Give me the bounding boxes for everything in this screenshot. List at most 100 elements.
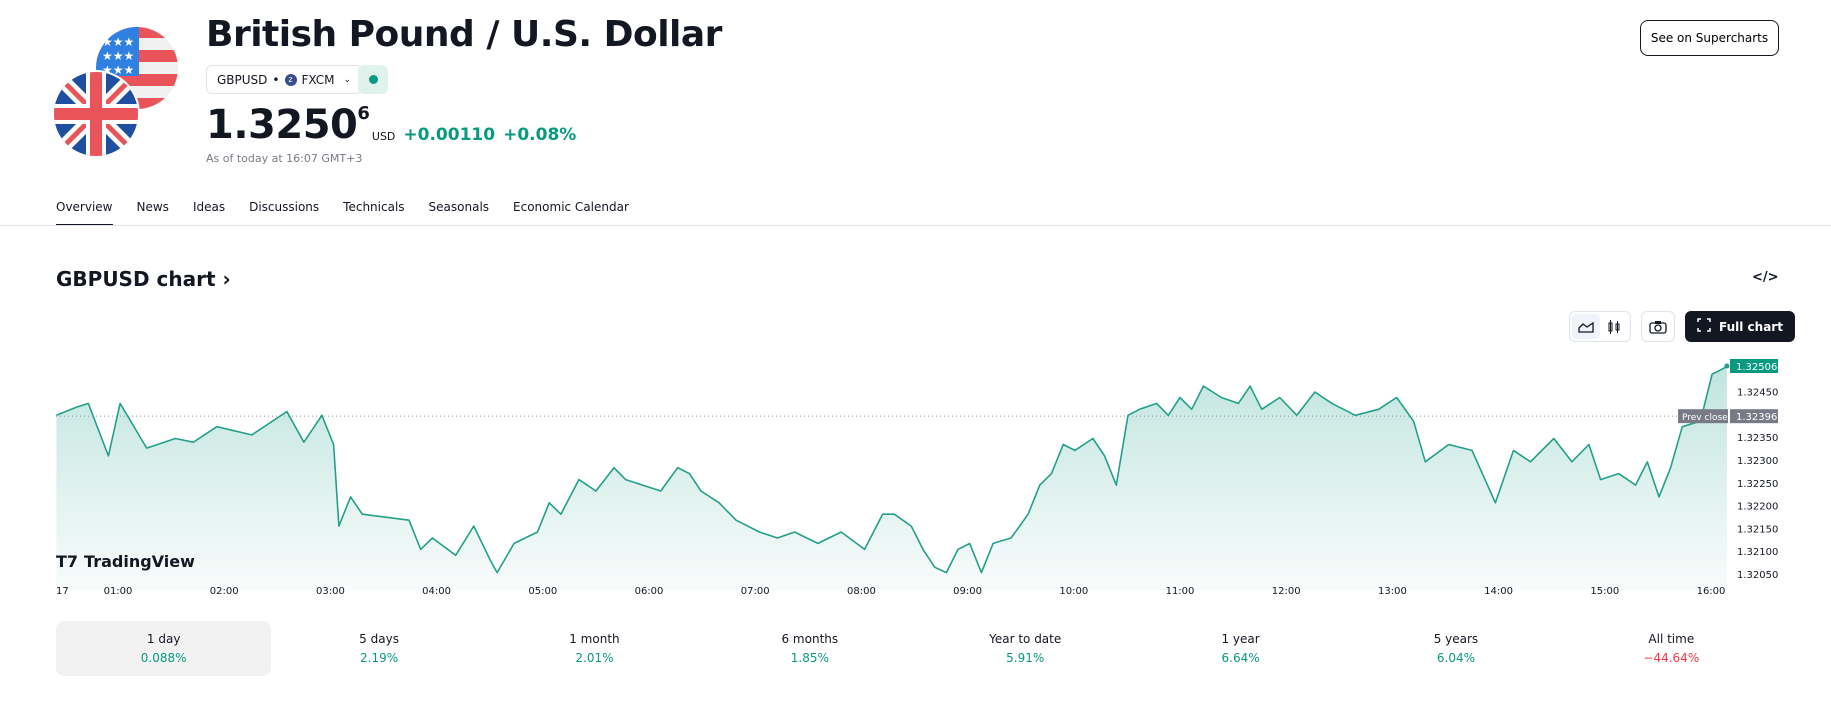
x-tick-label: 15:00	[1590, 586, 1619, 597]
price-block: 1.3250 6 USD +0.00110 +0.08%	[206, 103, 576, 147]
range-1-day[interactable]: 1 day 0.088%	[56, 621, 272, 676]
range-value: −44.64%	[1643, 651, 1700, 665]
snapshot-group	[1641, 311, 1675, 342]
range-5-days[interactable]: 5 days 2.19%	[271, 621, 486, 676]
tab-seasonals[interactable]: Seasonals	[428, 200, 490, 214]
x-tick-day: 17	[56, 586, 69, 597]
chevron-right-icon: ›	[215, 267, 231, 291]
x-tick-label: 10:00	[1059, 586, 1088, 597]
last-price-dot	[1724, 363, 1730, 369]
range-label: 6 months	[781, 632, 839, 646]
performance-ranges: 1 day 0.088% 5 days 2.19% 1 month 2.01% 6 mont…	[56, 621, 1779, 676]
x-tick-label: 12:00	[1272, 586, 1301, 597]
tab-technicals[interactable]: Technicals	[343, 200, 405, 214]
as-of-timestamp: As of today at 16:07 GMT+3	[206, 152, 363, 165]
full-chart-button[interactable]: Full chart	[1685, 311, 1795, 342]
x-tick-label: 11:00	[1166, 586, 1195, 597]
range-label: 1 year	[1221, 632, 1260, 646]
page-title: British Pound / U.S. Dollar	[206, 14, 722, 55]
chart-title: GBPUSD chart	[56, 267, 216, 291]
range-value: 5.91%	[1006, 651, 1045, 665]
camera-icon[interactable]	[1644, 314, 1672, 339]
x-tick-label: 14:00	[1484, 586, 1513, 597]
range-value: 2.01%	[575, 651, 614, 665]
chart-title-link[interactable]: GBPUSD chart ›	[56, 267, 231, 291]
fullscreen-icon	[1697, 318, 1711, 335]
x-tick-label: 09:00	[953, 586, 982, 597]
tabs-divider	[0, 225, 1831, 226]
see-on-supercharts-button[interactable]: See on Supercharts	[1640, 20, 1779, 56]
x-tick-label: 02:00	[210, 586, 239, 597]
prev-close-badge	[1730, 409, 1778, 424]
section-tabs: Overview News Ideas Discussions Technica…	[56, 200, 629, 226]
price-line	[56, 365, 1728, 574]
x-tick-label: 03:00	[316, 586, 345, 597]
symbol-label: GBPUSD	[217, 72, 268, 87]
area-chart-icon[interactable]	[1572, 314, 1600, 339]
uk-flag-icon	[54, 72, 138, 156]
price-value: 1.3250	[206, 102, 358, 148]
last-price-label: 1.32506	[1736, 362, 1777, 373]
brand-label: TradingView	[84, 552, 195, 571]
range-5-years[interactable]: 5 years 6.04%	[1348, 621, 1563, 676]
price-change: +0.00110	[403, 125, 496, 145]
price-change-percent: +0.08%	[503, 125, 577, 145]
tab-news[interactable]: News	[136, 200, 169, 214]
price-chart[interactable]: 17 01:00 02:00 03:00 04:00 05:00 06:00 07:00 08:…	[0, 340, 1831, 610]
y-tick-label: 1.32250	[1737, 479, 1778, 490]
x-tick-label: 04:00	[422, 586, 451, 597]
range-value: 2.19%	[360, 651, 399, 665]
currency-flags: ★★★ ★★★ ★★★	[52, 26, 184, 158]
candles-chart-icon[interactable]	[1600, 314, 1628, 339]
range-year-to-date[interactable]: Year to date 5.91%	[918, 621, 1133, 676]
tradingview-logo-icon: 𝗧𝟳	[56, 552, 79, 571]
range-value: 1.85%	[790, 651, 829, 665]
range-label: All time	[1648, 632, 1695, 646]
y-tick-label: 1.32300	[1737, 456, 1778, 467]
x-tick-label: 01:00	[104, 586, 133, 597]
range-all-time[interactable]: All time −44.64%	[1564, 621, 1779, 676]
prev-close-tag	[1678, 409, 1728, 424]
range-1-year[interactable]: 1 year 6.64%	[1133, 621, 1348, 676]
y-tick-label: 1.32150	[1737, 524, 1778, 535]
full-chart-label: Full chart	[1719, 319, 1783, 334]
x-tick-label: 16:00	[1697, 586, 1726, 597]
range-value: 6.64%	[1221, 651, 1260, 665]
y-tick-label: 1.32050	[1737, 570, 1778, 581]
prev-close-value: 1.32396	[1736, 412, 1777, 423]
chart-type-group	[1569, 311, 1631, 342]
range-value: 6.04%	[1436, 651, 1475, 665]
price-currency: USD	[371, 130, 396, 143]
exchange-icon: z	[284, 73, 297, 86]
tab-ideas[interactable]: Ideas	[192, 200, 226, 214]
svg-text:★★★: ★★★	[102, 35, 134, 49]
tab-overview[interactable]: Overview	[56, 200, 113, 226]
x-tick-label: 05:00	[528, 586, 557, 597]
range-6-months[interactable]: 6 months 1.85%	[702, 621, 917, 676]
area-fill	[56, 366, 1727, 590]
last-price-badge	[1730, 359, 1778, 373]
x-tick-label: 08:00	[847, 586, 876, 597]
range-label: Year to date	[989, 632, 1062, 646]
range-label: 5 years	[1433, 632, 1479, 646]
range-label: 5 days	[359, 632, 399, 646]
y-tick-label: 1.32350	[1737, 433, 1778, 444]
separator-dot: •	[272, 72, 280, 87]
y-tick-label: 1.32450	[1737, 388, 1778, 399]
price-last-digit: 6	[357, 103, 370, 124]
tab-discussions[interactable]: Discussions	[249, 200, 320, 214]
tradingview-logo[interactable]: 𝗧𝟳 TradingView	[56, 552, 195, 571]
svg-text:★★★: ★★★	[102, 49, 134, 63]
chart-toolbar: Full chart	[1569, 311, 1795, 342]
x-tick-label: 07:00	[741, 586, 770, 597]
range-label: 1 month	[569, 632, 620, 646]
x-tick-label: 13:00	[1378, 586, 1407, 597]
chevron-down-icon: ⌄	[343, 74, 352, 85]
market-status-badge[interactable]	[358, 65, 388, 94]
symbol-exchange-selector[interactable]: GBPUSD • z FXCM ⌄	[206, 65, 363, 94]
embed-code-icon[interactable]: </>	[1752, 270, 1779, 285]
range-1-month[interactable]: 1 month 2.01%	[487, 621, 702, 676]
range-label: 1 day	[146, 632, 181, 646]
tab-economic-calendar[interactable]: Economic Calendar	[513, 200, 629, 214]
range-value: 0.088%	[140, 651, 187, 665]
